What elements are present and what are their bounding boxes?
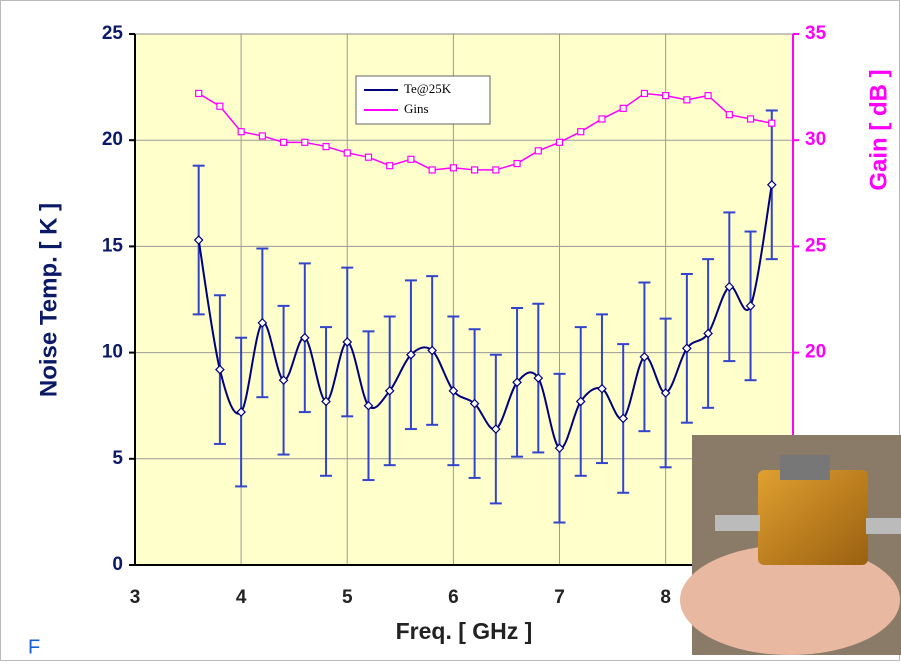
point [427,345,438,356]
point [363,400,374,411]
y2-tick-label: 20 [805,342,826,363]
point [195,89,203,98]
point [577,128,585,136]
point [428,166,436,174]
y-tick-label: 10 [102,342,123,363]
x-tick-label: 7 [554,587,565,608]
y2-tick-label: 30 [805,129,826,150]
point [471,166,479,174]
y-tick-label: 25 [102,23,124,44]
point [555,138,564,146]
point [704,91,712,100]
point [193,235,204,245]
point [660,388,671,398]
photo-sma [866,518,901,534]
point [597,383,607,394]
point [406,349,416,360]
point [386,162,394,170]
point [278,375,289,386]
point [513,159,521,168]
x-tick-label: 3 [130,587,141,608]
point [575,396,586,407]
y-tick-label: 15 [102,235,124,256]
point [554,443,565,454]
legend-box [355,75,491,125]
y2-tick-label: 35 [805,23,827,44]
point [640,89,649,98]
legend: Te@25K Gins [355,75,491,125]
point [724,281,735,292]
point [279,138,288,146]
point [469,398,480,409]
point [682,343,692,354]
point [407,155,415,163]
x-label: Freq. [ GHz ] [396,618,533,644]
point [384,385,395,396]
point [492,166,500,174]
point [301,138,309,146]
photo-sma [715,515,760,531]
photo-connector [780,455,830,480]
photo [680,435,901,655]
y2-tick-label: 25 [805,235,827,256]
point [236,407,246,417]
point [768,119,776,127]
point [322,142,330,151]
point [257,318,268,328]
series-line [198,92,772,171]
point [512,377,522,388]
point [364,153,373,161]
point [299,332,310,343]
x-tick-label: 5 [342,587,353,608]
y2-label: Gain [ dB ] [865,69,892,190]
point [321,396,331,407]
photo-hand [680,545,900,655]
point [683,96,691,104]
x-tick-label: 8 [660,587,671,608]
point [746,115,755,123]
point [745,301,756,311]
legend-label: Te@25K [404,81,452,96]
y-tick-label: 20 [102,129,123,150]
point [725,111,733,119]
point [237,128,245,136]
point [639,351,650,362]
point [619,104,627,112]
photo-device [758,470,868,565]
point [343,149,351,157]
point [216,102,224,110]
point [766,179,777,190]
y-label: Noise Temp. [ K ] [35,203,62,397]
point [534,147,542,155]
point [618,413,629,424]
point [490,424,501,434]
point [342,337,353,347]
x-tick-label: 4 [236,587,247,608]
point [533,373,544,383]
y-tick-label: 0 [112,554,123,575]
point [449,164,457,172]
x-tick-label: 6 [448,587,459,608]
point [703,328,713,339]
point [662,91,670,100]
point [215,364,225,375]
y-tick-label: 5 [112,448,123,469]
point [598,115,606,123]
corner-text: F [28,636,40,658]
legend-label: Gins [404,101,429,116]
point [448,385,459,396]
point [258,132,266,140]
